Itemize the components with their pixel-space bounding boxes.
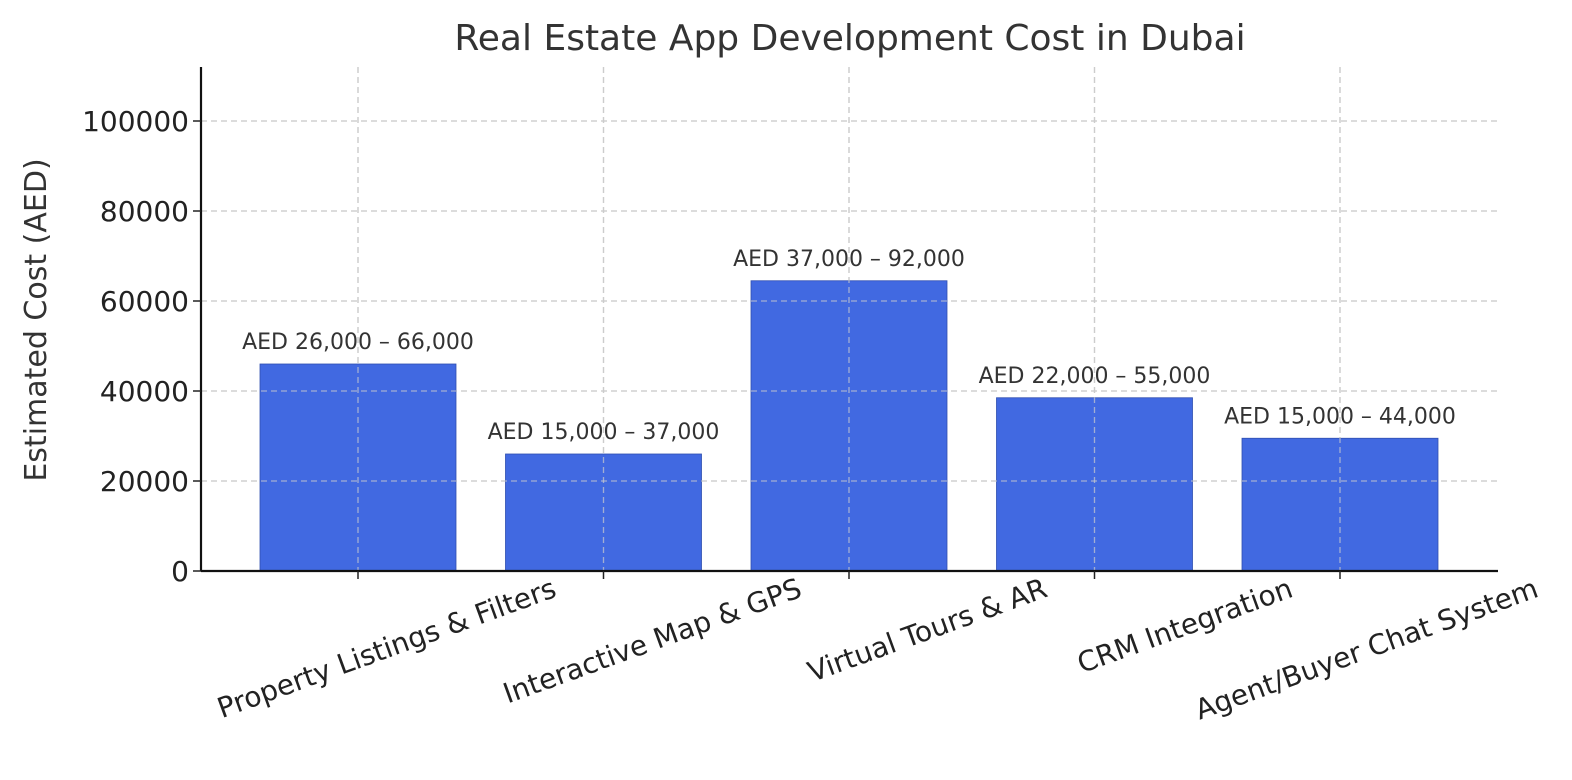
bar-data-label: AED 15,000 – 37,000 [488,420,720,445]
y-tick-label: 20000 [100,465,189,498]
bars [201,67,1498,572]
axes [193,67,1498,579]
bar-data-label: AED 22,000 – 55,000 [979,364,1211,389]
y-tick-label: 100000 [82,105,189,138]
bar-data-label: AED 15,000 – 44,000 [1224,404,1456,429]
x-tick-label: Virtual Tours & AR [803,572,1051,689]
x-tick-label: CRM Integration [1073,572,1297,680]
y-tick-label: 40000 [100,375,189,408]
bar [996,397,1193,572]
chart-title: Real Estate App Development Cost in Duba… [454,18,1245,59]
y-tick-label: 80000 [100,195,189,228]
bar-data-label: AED 26,000 – 66,000 [242,330,474,355]
y-axis-label: Estimated Cost (AED) [19,158,54,481]
y-tick-label: 60000 [100,285,189,318]
y-tick-label: 0 [171,555,189,588]
bar-data-label: AED 37,000 – 92,000 [733,247,965,272]
